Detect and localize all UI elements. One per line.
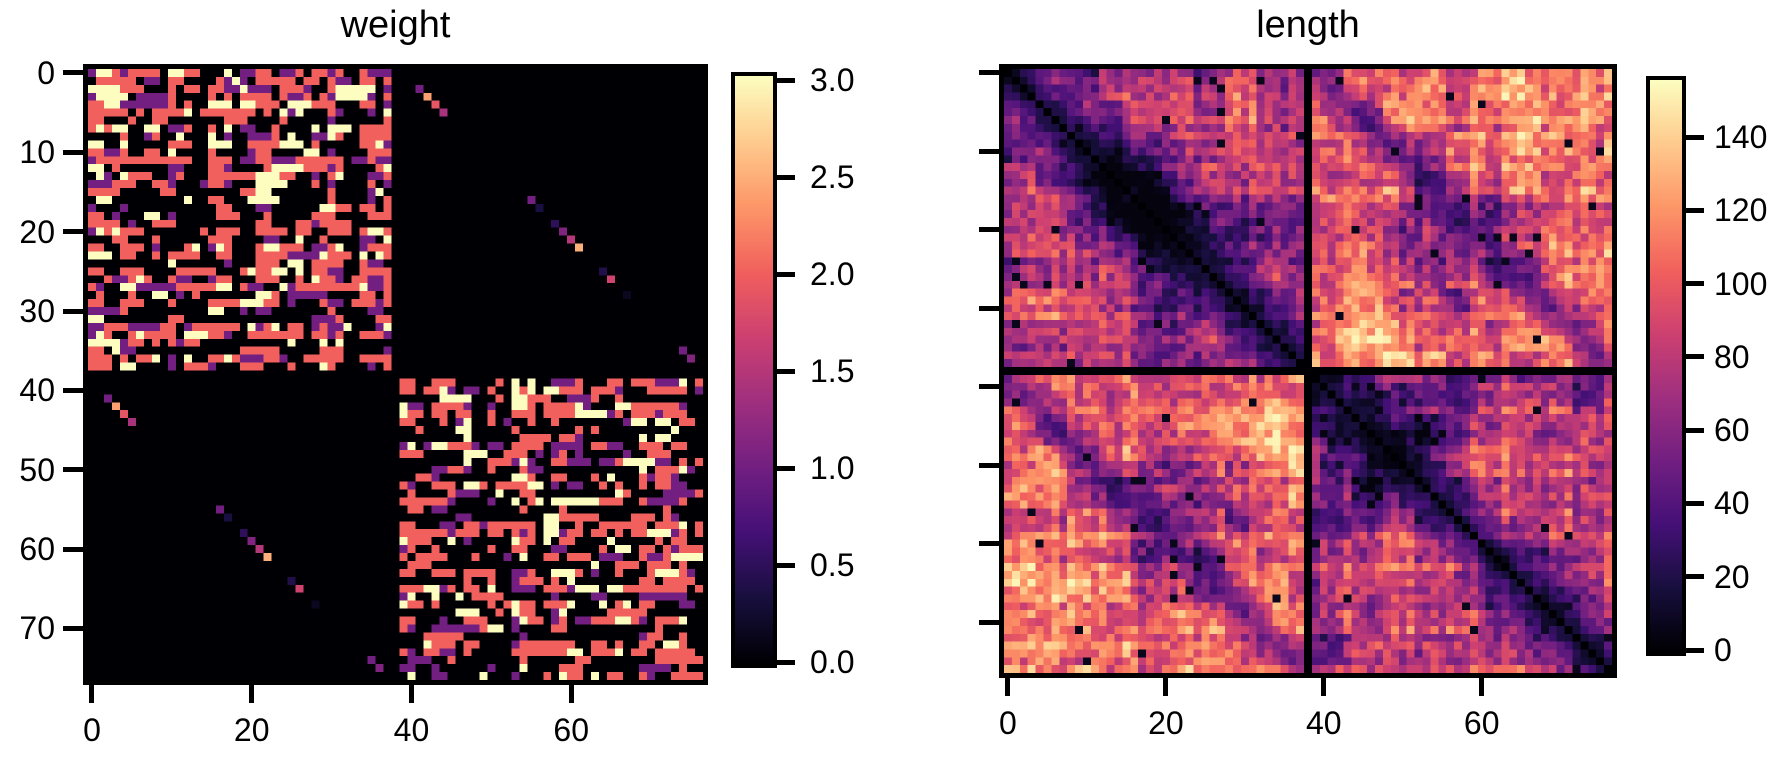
x-tick-label: 0: [999, 705, 1017, 741]
y-tick-label: 20: [19, 213, 55, 250]
y-tick-mark: [63, 625, 83, 631]
length-title: length: [1256, 4, 1360, 46]
y-tick-mark: [63, 467, 83, 473]
colorbar-tick-mark: [1686, 574, 1704, 580]
colorbar-tick-label: 0: [1714, 632, 1732, 668]
y-tick-mark: [979, 305, 999, 311]
colorbar-tick-mark: [1686, 647, 1704, 653]
y-tick-label: 0: [37, 54, 55, 91]
y-tick-label: 50: [19, 451, 55, 488]
weight-heatmap: [88, 69, 703, 680]
colorbar-tick-mark: [777, 368, 795, 374]
y-tick-label: 70: [19, 610, 55, 647]
length-colorbar-gradient: [1650, 80, 1682, 652]
colorbar-tick-mark: [777, 465, 795, 471]
colorbar-tick-mark: [1686, 281, 1704, 287]
colorbar-tick-mark: [1686, 427, 1704, 433]
weight-title: weight: [340, 4, 451, 46]
y-tick-mark: [63, 387, 83, 393]
x-tick-mark: [1005, 678, 1011, 696]
y-tick-mark: [979, 462, 999, 468]
colorbar-tick-mark: [1686, 500, 1704, 506]
colorbar-tick-label: 60: [1714, 412, 1750, 449]
x-tick-label: 0: [83, 712, 101, 748]
x-tick-label: 20: [1148, 705, 1184, 741]
y-tick-label: 10: [19, 134, 55, 171]
y-tick-label: 30: [19, 293, 55, 330]
y-tick-mark: [63, 70, 83, 76]
colorbar-tick-mark: [1686, 134, 1704, 140]
colorbar-tick-mark: [777, 174, 795, 180]
x-tick-mark: [1163, 678, 1169, 696]
y-tick-mark: [979, 541, 999, 547]
y-tick-mark: [979, 227, 999, 233]
y-tick-mark: [63, 308, 83, 314]
colorbar-tick-label: 40: [1714, 485, 1750, 522]
x-tick-mark: [89, 685, 95, 703]
colorbar-tick-label: 80: [1714, 338, 1750, 375]
x-tick-label: 40: [393, 712, 430, 748]
x-tick-mark: [408, 685, 414, 703]
y-tick-mark: [63, 546, 83, 552]
x-tick-label: 60: [553, 712, 589, 748]
x-tick-label: 60: [1463, 705, 1500, 741]
colorbar-tick-label: 0.0: [810, 644, 855, 680]
length-colorbar: [1646, 76, 1686, 656]
x-tick-label: 40: [1305, 705, 1342, 741]
y-tick-mark: [63, 229, 83, 235]
x-tick-mark: [568, 685, 574, 703]
colorbar-tick-label: 0.5: [810, 547, 855, 583]
colorbar-tick-label: 120: [1714, 192, 1768, 229]
colorbar-tick-label: 1.5: [810, 353, 855, 389]
colorbar-tick-mark: [777, 659, 795, 665]
colorbar-tick-mark: [777, 77, 795, 83]
weight-colorbar: [731, 72, 777, 668]
y-tick-mark: [979, 148, 999, 154]
x-tick-mark: [1479, 678, 1485, 696]
y-tick-mark: [979, 70, 999, 76]
x-tick-label: 20: [233, 712, 270, 748]
y-tick-label: 60: [19, 531, 55, 568]
colorbar-tick-mark: [1686, 354, 1704, 360]
colorbar-tick-label: 2.5: [810, 159, 855, 195]
y-tick-mark: [63, 149, 83, 155]
weight-colorbar-gradient: [735, 76, 773, 664]
colorbar-tick-mark: [1686, 207, 1704, 213]
length-heatmap: [1004, 69, 1612, 673]
x-tick-mark: [249, 685, 255, 703]
y-tick-label: 40: [19, 372, 55, 409]
colorbar-tick-label: 100: [1714, 265, 1768, 302]
colorbar-tick-label: 20: [1714, 558, 1750, 595]
colorbar-tick-mark: [777, 271, 795, 277]
x-tick-mark: [1321, 678, 1327, 696]
y-tick-mark: [979, 384, 999, 390]
colorbar-tick-label: 140: [1714, 119, 1768, 155]
y-tick-mark: [979, 619, 999, 625]
colorbar-tick-label: 3.0: [810, 62, 855, 98]
colorbar-tick-label: 1.0: [810, 450, 855, 486]
colorbar-tick-label: 2.0: [810, 256, 855, 292]
colorbar-tick-mark: [777, 562, 795, 568]
